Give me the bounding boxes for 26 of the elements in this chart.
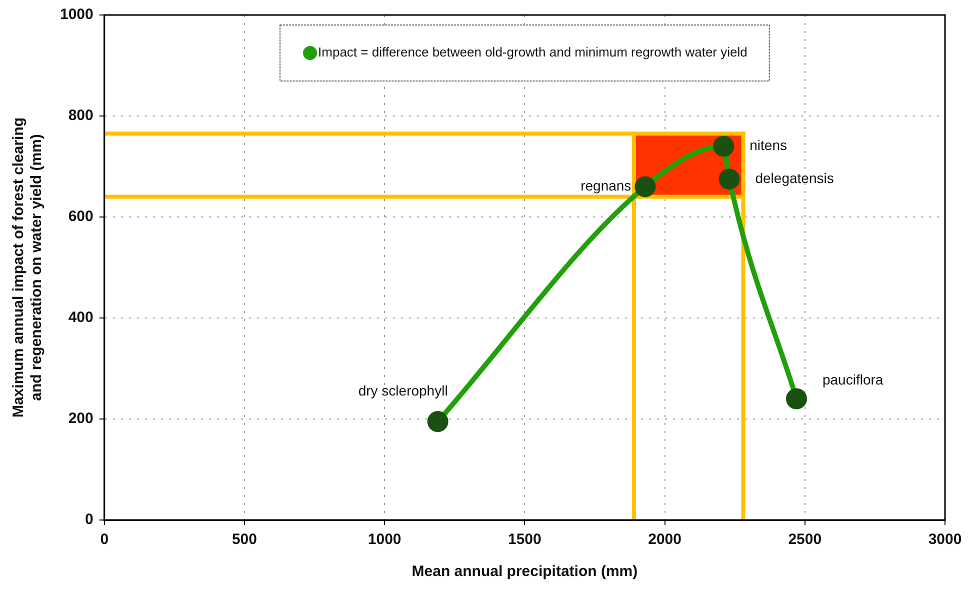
x-tick-label: 1000 <box>368 531 402 548</box>
y-tick-label: 200 <box>68 410 94 428</box>
point <box>713 136 734 157</box>
point <box>427 411 448 432</box>
y-tick-label: 400 <box>68 309 94 326</box>
annotation: dry sclerophyll <box>358 382 448 398</box>
annotation: pauciflora <box>822 372 884 388</box>
x-tick-label: 3000 <box>928 531 962 548</box>
x-tick-label: 500 <box>232 531 257 548</box>
x-tick-label: 1500 <box>508 531 542 548</box>
y-tick-label: 800 <box>68 107 94 124</box>
y-tick-label: 1000 <box>60 6 94 24</box>
legend-label: Impact = difference between old-growth and minimum regrowth water yield <box>318 44 748 60</box>
annotation: nitens <box>750 137 787 154</box>
y-axis-title: Maximum annual impact of forest clearing and regeneration on water yield (mm) <box>10 117 46 418</box>
x-tick-label: 2000 <box>648 531 682 548</box>
point <box>786 388 807 410</box>
point <box>718 168 740 190</box>
annotation: delegatensis <box>755 170 834 186</box>
annotation: regnans <box>580 178 632 194</box>
y-tick-label: 0 <box>85 511 94 528</box>
x-axis-title: Mean annual precipitation (mm) <box>412 563 638 580</box>
y-tick-label: 600 <box>68 208 94 226</box>
point <box>634 176 656 198</box>
x-tick-label: 2500 <box>788 531 822 548</box>
x-tick-label: 0 <box>100 531 109 548</box>
